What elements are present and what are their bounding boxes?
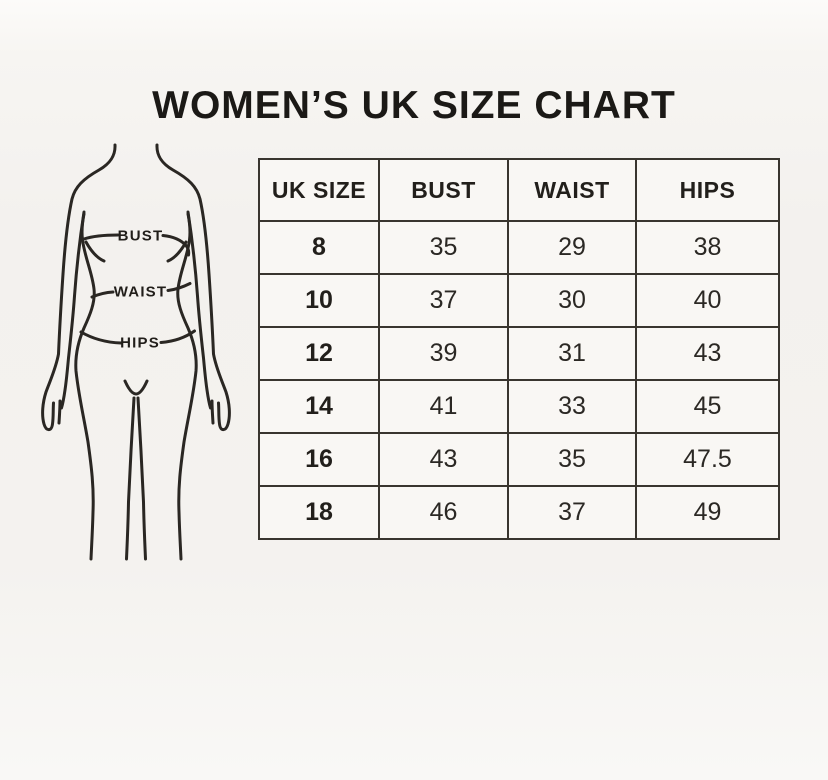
female-body-outline-icon: [41, 143, 231, 561]
table-header-row: UK SIZE BUST WAIST HIPS: [258, 158, 780, 222]
header-uk-size: UK SIZE: [258, 158, 380, 222]
waist-measure-line-left: [90, 290, 115, 299]
size-chart-table: UK SIZE BUST WAIST HIPS 8 35 29 38 10 37…: [258, 158, 780, 540]
left-inner-leg-line: [125, 396, 136, 561]
cell-waist: 30: [507, 273, 637, 328]
hips-measure-line-right: [159, 329, 196, 344]
bust-measure-line-right: [161, 234, 191, 257]
body-figure: BUST WAIST HIPS: [30, 140, 235, 565]
waist-measure-line-right: [166, 282, 192, 292]
right-arm-outline: [155, 143, 231, 432]
table-row: 8 35 29 38: [258, 220, 780, 275]
cell-hips: 38: [635, 220, 780, 275]
bust-measure-line-left: [82, 233, 120, 241]
left-arm-inner-line: [60, 210, 86, 410]
cell-size: 18: [258, 485, 380, 540]
header-waist: WAIST: [507, 158, 637, 222]
cell-hips: 47.5: [635, 432, 780, 487]
cell-hips: 43: [635, 326, 780, 381]
header-bust: BUST: [378, 158, 509, 222]
hips-label: HIPS: [120, 334, 160, 351]
left-bust-crease: [84, 240, 106, 263]
cell-waist: 37: [507, 485, 637, 540]
page-title: WOMEN’S UK SIZE CHART: [152, 84, 676, 127]
cell-bust: 46: [378, 485, 509, 540]
cell-size: 10: [258, 273, 380, 328]
cell-waist: 35: [507, 432, 637, 487]
bust-label: BUST: [117, 227, 164, 245]
waist-label: WAIST: [113, 283, 168, 301]
cell-bust: 39: [378, 326, 509, 381]
cell-bust: 35: [378, 220, 509, 275]
cell-waist: 31: [507, 326, 637, 381]
cell-hips: 45: [635, 379, 780, 434]
cell-waist: 29: [507, 220, 637, 275]
cell-hips: 40: [635, 273, 780, 328]
table-row: 12 39 31 43: [258, 326, 780, 381]
header-hips: HIPS: [635, 158, 780, 222]
table-row: 10 37 30 40: [258, 273, 780, 328]
crotch-line: [123, 379, 149, 396]
hips-measure-line-left: [79, 330, 123, 345]
cell-size: 12: [258, 326, 380, 381]
right-hand-finger-line: [210, 399, 215, 425]
left-torso-leg-outline: [74, 212, 96, 561]
table-row: 18 46 37 49: [258, 485, 780, 540]
cell-size: 16: [258, 432, 380, 487]
right-bust-crease: [166, 240, 188, 263]
cell-hips: 49: [635, 485, 780, 540]
cell-size: 8: [258, 220, 380, 275]
left-arm-outline: [41, 143, 117, 432]
left-hand-finger-line: [57, 399, 62, 425]
cell-bust: 41: [378, 379, 509, 434]
right-inner-leg-line: [136, 396, 147, 561]
cell-bust: 37: [378, 273, 509, 328]
table-row: 16 43 35 47.5: [258, 432, 780, 487]
cell-bust: 43: [378, 432, 509, 487]
table-row: 14 41 33 45: [258, 379, 780, 434]
cell-waist: 33: [507, 379, 637, 434]
right-arm-inner-line: [186, 210, 212, 410]
cell-size: 14: [258, 379, 380, 434]
